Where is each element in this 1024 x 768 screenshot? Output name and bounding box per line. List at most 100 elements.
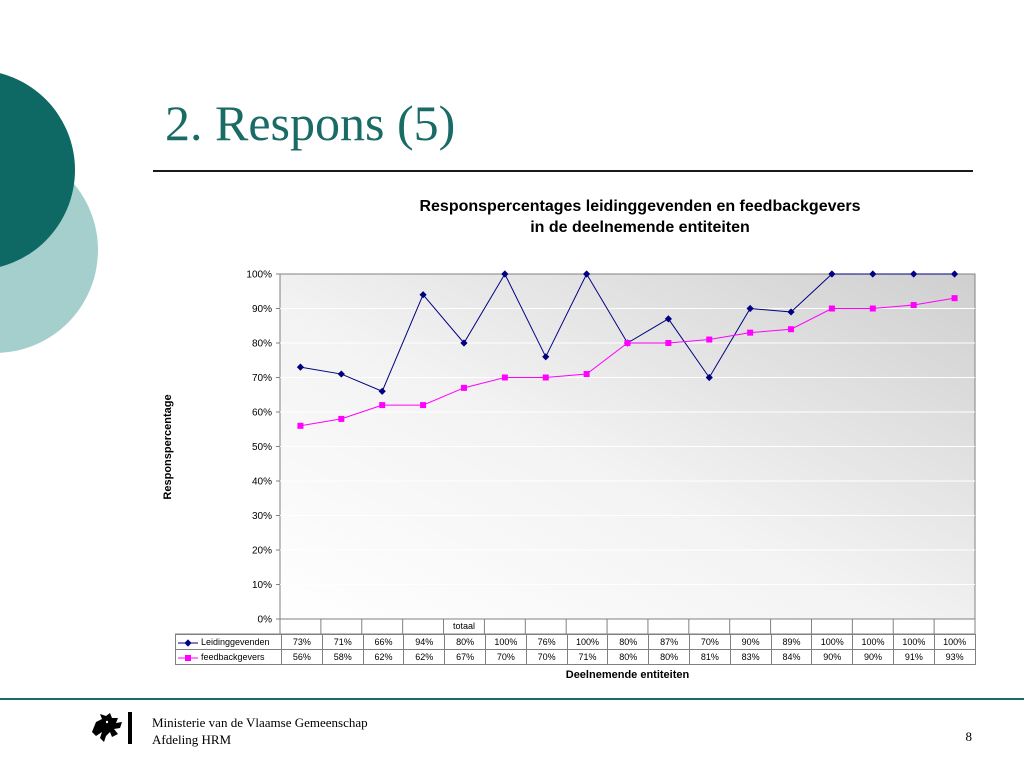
data-label-feedbackgevers: 62% (362, 649, 405, 665)
series-layer (296, 270, 959, 429)
data-point-leidinggevenden (501, 270, 509, 278)
data-point-feedbackgevers (747, 329, 754, 336)
y-tick-label: 60% (252, 408, 272, 419)
y-tick-label: 10% (252, 580, 272, 591)
title-divider (153, 170, 973, 172)
data-label-leidinggevenden: 80% (607, 634, 650, 650)
data-label-leidinggevenden: 100% (933, 634, 976, 650)
data-point-feedbackgevers (460, 384, 467, 391)
data-point-leidinggevenden (664, 315, 672, 323)
data-label-leidinggevenden: 100% (892, 634, 935, 650)
data-point-leidinggevenden (583, 270, 591, 278)
y-tick-label: 0% (258, 615, 273, 626)
y-tick-label: 80% (252, 339, 272, 350)
data-label-feedbackgevers: 71% (566, 649, 609, 665)
y-tick-label: 70% (252, 373, 272, 384)
data-point-feedbackgevers (379, 402, 386, 409)
legend-entry-leidinggevenden: Leidinggevenden (175, 634, 282, 650)
data-point-leidinggevenden (460, 339, 468, 347)
page-number: 8 (965, 729, 973, 744)
data-label-feedbackgevers: 90% (852, 649, 894, 665)
legend-marker (184, 639, 192, 647)
chart-title-line-2: in de deelnemende entiteiten (530, 219, 750, 236)
data-label-leidinggevenden: 100% (811, 634, 854, 650)
data-point-leidinggevenden (542, 353, 550, 361)
data-label-leidinggevenden: 100% (852, 634, 894, 650)
data-point-feedbackgevers (910, 302, 917, 309)
footer-line-1: Ministerie van de Vlaamse Gemeenschap (152, 715, 368, 730)
flemish-lion-logo-icon (92, 712, 132, 744)
data-point-feedbackgevers (542, 374, 549, 381)
x-category-label: totaal (453, 621, 475, 631)
footer-organization: Ministerie van de Vlaamse Gemeenschap Af… (152, 714, 368, 748)
data-point-feedbackgevers (665, 340, 672, 346)
table-row: feedbackgevers 56% 58% 62% 62% 67% 70% 70% 71% 80… (175, 649, 976, 665)
data-point-feedbackgevers (706, 336, 713, 343)
data-point-feedbackgevers (828, 305, 835, 312)
data-label-leidinggevenden: 90% (729, 634, 772, 650)
y-tick-label: 100% (246, 270, 272, 281)
series-feedbackgevers (297, 295, 958, 429)
data-point-feedbackgevers (420, 402, 427, 409)
data-label-feedbackgevers: 90% (811, 649, 854, 665)
y-tick-label: 30% (252, 511, 272, 522)
chart-title: Responspercentages leidinggevenden en fe… (290, 196, 990, 238)
data-point-feedbackgevers (501, 374, 508, 381)
data-point-leidinggevenden (950, 270, 959, 278)
x-axis-label: Deelnemende entiteiten (565, 669, 690, 681)
data-point-leidinggevenden (787, 308, 795, 316)
data-label-feedbackgevers: 70% (484, 649, 527, 665)
chart-data-table: Leidinggevenden 73% 71% 66% 94% 80% 100% 76% 100… (175, 634, 976, 665)
data-label-leidinggevenden: 71% (321, 634, 364, 650)
data-label-leidinggevenden: 100% (566, 634, 609, 650)
slide-title: 2. Respons (5) (165, 95, 456, 151)
data-label-leidinggevenden: 76% (525, 634, 568, 650)
footer-line-2: Afdeling HRM (152, 732, 232, 747)
data-label-leidinggevenden: 100% (484, 634, 527, 650)
data-point-feedbackgevers (338, 415, 345, 422)
data-label-feedbackgevers: 80% (648, 649, 690, 665)
dark-teal-circle (0, 73, 75, 267)
data-label-feedbackgevers: 93% (933, 649, 976, 665)
data-label-leidinggevenden: 80% (444, 634, 486, 650)
y-tick-label: 90% (252, 304, 272, 315)
legend-label: feedbackgevers (201, 652, 265, 662)
legend-entry-feedbackgevers: feedbackgevers (175, 649, 282, 665)
data-point-leidinggevenden (419, 291, 427, 299)
data-label-feedbackgevers: 58% (321, 649, 364, 665)
y-axis-ticks: 0% 10% 20% 30% 40% 50% 60% 70% 80% 90% 100% (246, 270, 280, 626)
data-label-feedbackgevers: 81% (688, 649, 731, 665)
data-label-feedbackgevers: 83% (729, 649, 772, 665)
data-label-feedbackgevers: 67% (444, 649, 486, 665)
y-tick-label: 50% (252, 442, 272, 453)
data-label-leidinggevenden: 70% (688, 634, 731, 650)
data-label-feedbackgevers: 56% (281, 649, 323, 665)
data-point-leidinggevenden (910, 270, 918, 278)
decorative-circles (0, 73, 98, 353)
data-label-leidinggevenden: 94% (403, 634, 446, 650)
data-label-feedbackgevers: 84% (770, 649, 813, 665)
data-label-feedbackgevers: 91% (892, 649, 935, 665)
data-point-feedbackgevers (297, 422, 304, 429)
y-tick-label: 40% (252, 477, 272, 488)
legend-key-feedbackgevers (178, 654, 198, 661)
data-label-feedbackgevers: 62% (403, 649, 446, 665)
data-point-feedbackgevers (869, 305, 876, 312)
x-axis-categories: totaal (175, 619, 976, 635)
data-label-leidinggevenden: 73% (281, 634, 323, 650)
data-label-leidinggevenden: 87% (648, 634, 690, 650)
data-point-feedbackgevers (788, 326, 795, 333)
data-point-feedbackgevers (583, 371, 590, 378)
data-label-feedbackgevers: 70% (525, 649, 568, 665)
legend-key-leidinggevenden (178, 639, 198, 647)
data-label-leidinggevenden: 89% (770, 634, 813, 650)
data-point-feedbackgevers (951, 295, 958, 302)
table-row: Leidinggevenden 73% 71% 66% 94% 80% 100% 76% 100… (175, 634, 976, 650)
data-point-leidinggevenden (378, 387, 386, 395)
data-point-leidinggevenden (296, 363, 305, 371)
data-point-leidinggevenden (705, 373, 713, 382)
legend-label: Leidinggevenden (201, 637, 270, 647)
data-label-leidinggevenden: 66% (362, 634, 405, 650)
data-point-leidinggevenden (746, 304, 754, 313)
